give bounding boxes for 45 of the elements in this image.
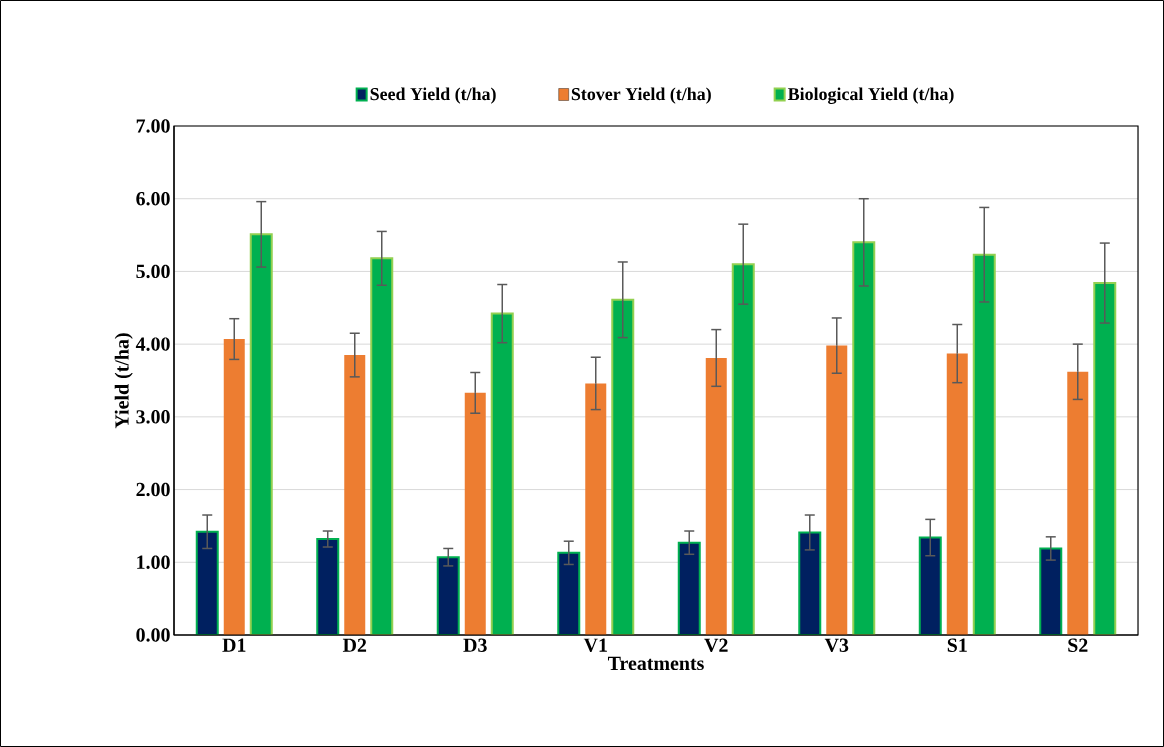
bar <box>344 355 366 635</box>
bar <box>731 263 755 635</box>
bar <box>370 257 394 635</box>
bar <box>972 253 996 635</box>
bar <box>249 233 273 635</box>
x-tick-label: D2 <box>342 638 367 652</box>
y-tick-label: 3.00 <box>136 410 170 424</box>
bar <box>611 298 635 635</box>
legend-label: Biological Yield (t/ha) <box>787 87 954 104</box>
y-tick-label: 4.00 <box>135 337 170 351</box>
bar <box>436 556 460 635</box>
x-tick-label: S2 <box>1068 638 1088 652</box>
bar <box>852 241 876 635</box>
legend-label: Seed Yield (t/ha) <box>370 87 496 104</box>
x-axis-title: Treatments <box>608 656 704 671</box>
bar <box>316 538 340 635</box>
y-tick-label: 5.00 <box>136 264 170 279</box>
y-tick-label: 0.00 <box>136 628 170 642</box>
bar <box>557 551 581 635</box>
bar <box>946 353 968 635</box>
bar <box>677 541 701 635</box>
bar <box>464 392 486 635</box>
x-tick-label: D1 <box>222 638 246 652</box>
bar <box>705 357 727 635</box>
bar <box>1093 282 1117 635</box>
y-axis-title: Yield (t/ha) <box>114 333 133 429</box>
y-tick-label: 2.00 <box>136 482 170 497</box>
bar <box>1067 371 1089 635</box>
x-tick-label: V1 <box>583 638 607 652</box>
x-tick-label: S1 <box>947 638 967 652</box>
bar <box>798 531 822 635</box>
x-tick-label: V2 <box>704 638 728 653</box>
bar <box>195 530 219 635</box>
bar <box>1039 547 1063 635</box>
y-tick-label: 1.00 <box>137 555 170 570</box>
legend-label: Stover Yield (t/ha) <box>571 87 711 104</box>
bar <box>918 536 942 635</box>
bar <box>223 339 245 635</box>
bar <box>585 383 607 635</box>
y-tick-label: 6.00 <box>136 191 170 206</box>
x-tick-label: D3 <box>463 638 487 652</box>
x-tick-label: V3 <box>824 638 849 653</box>
y-tick-label: 7.00 <box>136 119 170 133</box>
bar <box>826 345 848 635</box>
bar <box>490 312 514 635</box>
